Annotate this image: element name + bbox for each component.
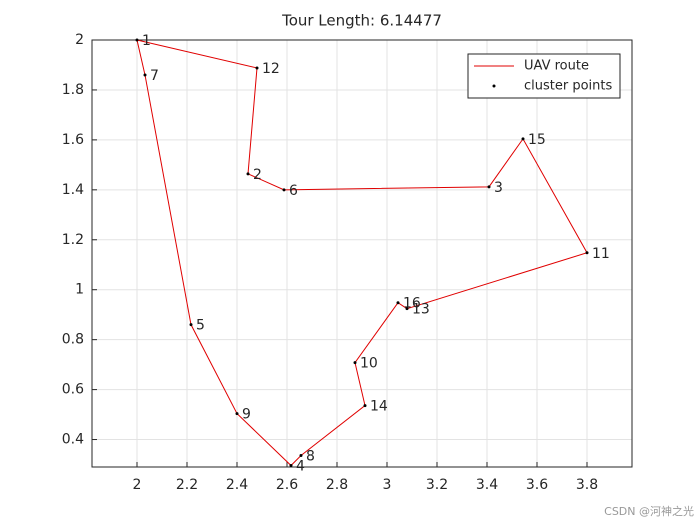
x-tick-label: 3.8: [576, 477, 598, 493]
legend-label: UAV route: [524, 59, 589, 74]
cluster-point: [282, 188, 286, 192]
chart-title: Tour Length: 6.14477: [281, 12, 442, 30]
y-tick-label: 1.2: [62, 232, 84, 248]
point-label: 7: [150, 68, 159, 84]
point-label: 9: [242, 407, 251, 423]
legend-swatch: [492, 84, 496, 88]
y-tick-label: 2: [75, 32, 84, 48]
point-label: 12: [262, 61, 280, 77]
cluster-point: [405, 307, 409, 311]
point-label: 13: [412, 302, 430, 318]
point-label: 5: [196, 318, 205, 334]
x-tick-label: 2.2: [176, 477, 198, 493]
point-label: 6: [289, 183, 298, 199]
legend-label: cluster points: [524, 79, 612, 94]
y-tick-label: 1.4: [62, 182, 84, 198]
y-tick-label: 1.8: [62, 82, 84, 98]
cluster-point: [585, 251, 589, 255]
cluster-point: [189, 323, 193, 327]
plot-area: [92, 40, 632, 467]
cluster-point: [353, 361, 357, 365]
y-tick-label: 0.6: [62, 382, 84, 398]
point-label: 1: [142, 33, 151, 49]
point-label: 16: [403, 296, 421, 312]
cluster-point: [396, 301, 400, 305]
cluster-point: [487, 185, 491, 189]
point-label: 15: [528, 132, 546, 148]
x-tick-label: 3.2: [426, 477, 448, 493]
y-tick-label: 1: [75, 282, 84, 298]
watermark: CSDN @河神之光: [604, 504, 694, 518]
y-tick-label: 0.4: [62, 432, 84, 448]
x-tick-label: 2.4: [226, 477, 248, 493]
point-label: 8: [306, 449, 315, 465]
x-tick-label: 3: [383, 477, 392, 493]
y-tick-label: 0.8: [62, 332, 84, 348]
cluster-point: [143, 73, 147, 77]
cluster-point: [246, 172, 250, 176]
cluster-point: [299, 454, 303, 458]
x-tick-label: 2.6: [276, 477, 298, 493]
x-tick-label: 3.6: [526, 477, 548, 493]
cluster-point: [235, 412, 239, 416]
x-tick-label: 3.4: [476, 477, 498, 493]
cluster-point: [521, 137, 525, 141]
cluster-point: [289, 464, 293, 468]
axes-box: [91, 39, 633, 468]
point-label: 10: [360, 356, 378, 372]
point-label: 11: [592, 246, 610, 262]
legend-box: [467, 53, 621, 99]
point-label: 2: [253, 167, 262, 183]
cluster-point: [255, 66, 259, 70]
cluster-point: [135, 38, 139, 42]
point-label: 3: [494, 180, 503, 196]
x-tick-label: 2: [133, 477, 142, 493]
cluster-point: [363, 404, 367, 408]
x-tick-label: 2.8: [326, 477, 348, 493]
y-tick-label: 1.6: [62, 132, 84, 148]
point-label: 14: [370, 399, 388, 415]
point-label: 4: [296, 459, 305, 475]
